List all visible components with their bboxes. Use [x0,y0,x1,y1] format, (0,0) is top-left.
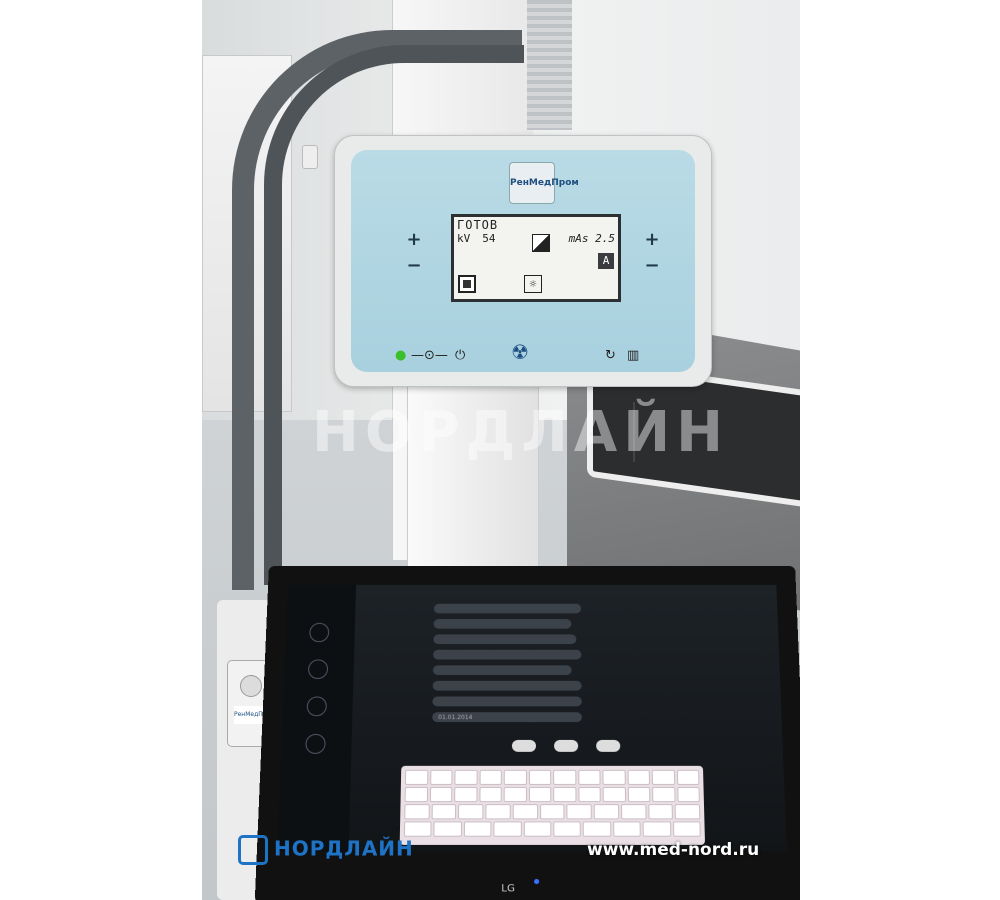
stop-icon[interactable] [458,275,476,293]
kv-readout: kV 54 [457,232,496,245]
mas-plus-button[interactable]: + [644,229,660,250]
form-action-2[interactable] [554,739,579,752]
kv-plus-button[interactable]: + [406,229,422,250]
ceiling-duct [527,0,572,130]
exam-icon[interactable] [307,659,329,679]
form-field-date[interactable]: 01.01.2014 [432,712,582,723]
form-field-3[interactable] [433,634,577,645]
remote-label: РенМедПром [234,706,275,724]
form-action-3[interactable] [596,739,621,752]
exposure-button[interactable] [240,675,262,697]
form-field-5[interactable] [432,665,572,676]
control-panel-face: РенМедПром + − + − ГОТОВ kV 54 mAs 2.5 A … [351,150,695,372]
monitor-power-led [534,878,540,885]
radiation-icon: ☢ [511,340,529,364]
power-icon[interactable]: ⏻ [455,348,466,363]
brightness-icon[interactable]: ☼ [524,275,542,293]
cross-logo-icon [238,835,268,865]
watermark-brand: НОРДЛАЙН [274,836,414,861]
standby-icon: —⊙— [411,348,448,363]
keyboard-row [403,821,701,837]
reset-icon[interactable]: ↻ [605,348,616,363]
keyboard-row [404,786,700,803]
photo: РенМедПром + − + − ГОТОВ kV 54 mAs 2.5 A … [202,0,800,900]
control-panel: РенМедПром + − + − ГОТОВ kV 54 mAs 2.5 A … [334,135,712,387]
status-text: ГОТОВ [457,218,499,232]
manufacturer-logo: РенМедПром [509,162,579,204]
image-icon[interactable] [306,696,328,717]
keyboard-row [404,804,701,820]
kv-minus-button[interactable]: − [406,255,422,276]
onscreen-keyboard[interactable] [399,765,706,845]
mas-minus-button[interactable]: − [644,255,660,276]
watermark-brand-center: НОРДЛАЙН [312,400,729,465]
watermark-url: www.med-nord.ru [587,840,760,860]
lcd-display: ГОТОВ kV 54 mAs 2.5 A ☼ [451,214,621,302]
mas-readout: mAs 2.5 [569,232,615,245]
patient-icon[interactable] [309,622,330,643]
kv-label: kV [457,232,471,245]
monitor-screen[interactable]: 01.01.2014 [277,584,787,852]
kv-value: 54 [482,232,496,245]
watermark-logo: НОРДЛАЙН [238,835,414,865]
mas-label: mAs [568,232,589,245]
keyboard-row [404,769,700,785]
auto-mode-button[interactable]: A [598,253,614,269]
form-action-1[interactable] [511,739,537,752]
form-date-value: 01.01.2014 [438,714,473,722]
app-sidebar [277,584,357,852]
power-ready-icon: ● [395,348,407,363]
settings-icon[interactable] [305,733,326,754]
form-field-4[interactable] [433,649,582,660]
form-field-7[interactable] [432,696,582,707]
collimator-icon[interactable]: ▥ [627,348,640,363]
form-field-6[interactable] [432,680,582,691]
monitor-brand: LG [501,883,515,895]
form-field-2[interactable] [433,619,572,629]
mas-value: 2.5 [595,232,615,245]
ramp-icon[interactable] [532,234,550,252]
form-field-1[interactable] [433,603,582,614]
